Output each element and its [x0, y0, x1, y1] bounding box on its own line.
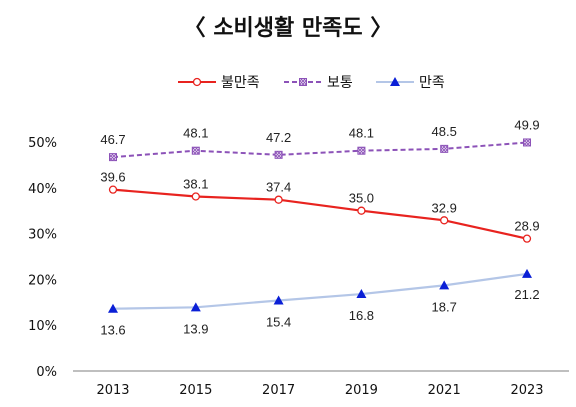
data-point: [191, 146, 200, 155]
data-point: [440, 144, 449, 153]
data-point: [440, 216, 449, 225]
x-tick-label: 2021: [428, 383, 461, 398]
series-layer: [108, 138, 532, 313]
data-point: [274, 195, 283, 204]
data-label: 13.6: [100, 323, 125, 338]
series-3: [108, 268, 532, 313]
data-label: 48.5: [432, 124, 457, 139]
data-point: [522, 234, 532, 243]
legend-marker: [192, 77, 202, 87]
y-tick-label: 20%: [28, 273, 57, 288]
data-point: [273, 295, 284, 305]
data-point: [357, 146, 366, 155]
series-line: [112, 188, 528, 240]
data-label: 35.0: [349, 191, 374, 206]
legend-label: 보통: [327, 75, 353, 91]
series-line: [112, 272, 528, 310]
data-point: [190, 302, 201, 312]
y-tick-label: 30%: [28, 228, 57, 243]
y-tick-label: 10%: [28, 319, 57, 334]
data-point: [108, 303, 118, 313]
data-label: 21.2: [514, 287, 539, 302]
data-label: 37.4: [266, 180, 291, 195]
data-point: [439, 280, 450, 290]
legend: 불만족 보통 만족: [178, 75, 445, 91]
y-tick-label: 0%: [36, 365, 57, 380]
x-tick-label: 2023: [510, 383, 543, 398]
data-point: [274, 150, 283, 159]
data-point: [357, 206, 366, 215]
legend-label: 만족: [419, 75, 445, 91]
data-point: [523, 138, 531, 147]
data-label: 39.6: [100, 170, 125, 185]
data-point: [356, 289, 367, 299]
data-label: 18.7: [432, 299, 457, 314]
chart-title: 〈 소비생활 만족도 〉: [184, 16, 393, 41]
axes: 0% 10% 20% 30% 40% 50% 2013 2015 2017 2019 2021 202…: [28, 136, 569, 398]
data-label: 48.1: [183, 126, 208, 141]
data-point: [191, 192, 200, 201]
series-line: [112, 141, 528, 159]
data-label: 46.7: [100, 132, 125, 147]
data-label: 32.9: [432, 200, 457, 215]
legend-item: 보통: [284, 75, 353, 91]
data-label: 13.9: [183, 321, 208, 336]
data-label: 15.4: [266, 314, 291, 329]
legend-label: 불만족: [221, 75, 260, 91]
legend-item: 만족: [376, 75, 445, 91]
data-label: 48.1: [349, 126, 374, 141]
data-labels: 39.6 38.1 37.4 35.0 32.9 28.9 46.7 48.1 47.2 48.1…: [100, 117, 539, 337]
data-label: 49.9: [514, 117, 539, 132]
legend-marker: [299, 78, 307, 86]
legend-marker: [390, 77, 400, 86]
data-label: 47.2: [266, 130, 291, 145]
legend-item: 불만족: [178, 75, 260, 91]
data-label: 16.8: [349, 308, 374, 323]
series-1: [108, 185, 532, 243]
series-2: [109, 138, 531, 162]
data-label: 38.1: [183, 177, 208, 192]
data-point: [108, 185, 118, 194]
x-tick-label: 2017: [262, 383, 295, 398]
y-tick-label: 40%: [28, 182, 57, 197]
data-label: 28.9: [514, 219, 539, 234]
data-point: [522, 268, 532, 278]
x-tick-label: 2013: [96, 383, 129, 398]
x-tick-label: 2019: [345, 383, 378, 398]
x-tick-label: 2015: [179, 383, 212, 398]
data-point: [109, 153, 117, 162]
y-tick-label: 50%: [28, 136, 57, 151]
